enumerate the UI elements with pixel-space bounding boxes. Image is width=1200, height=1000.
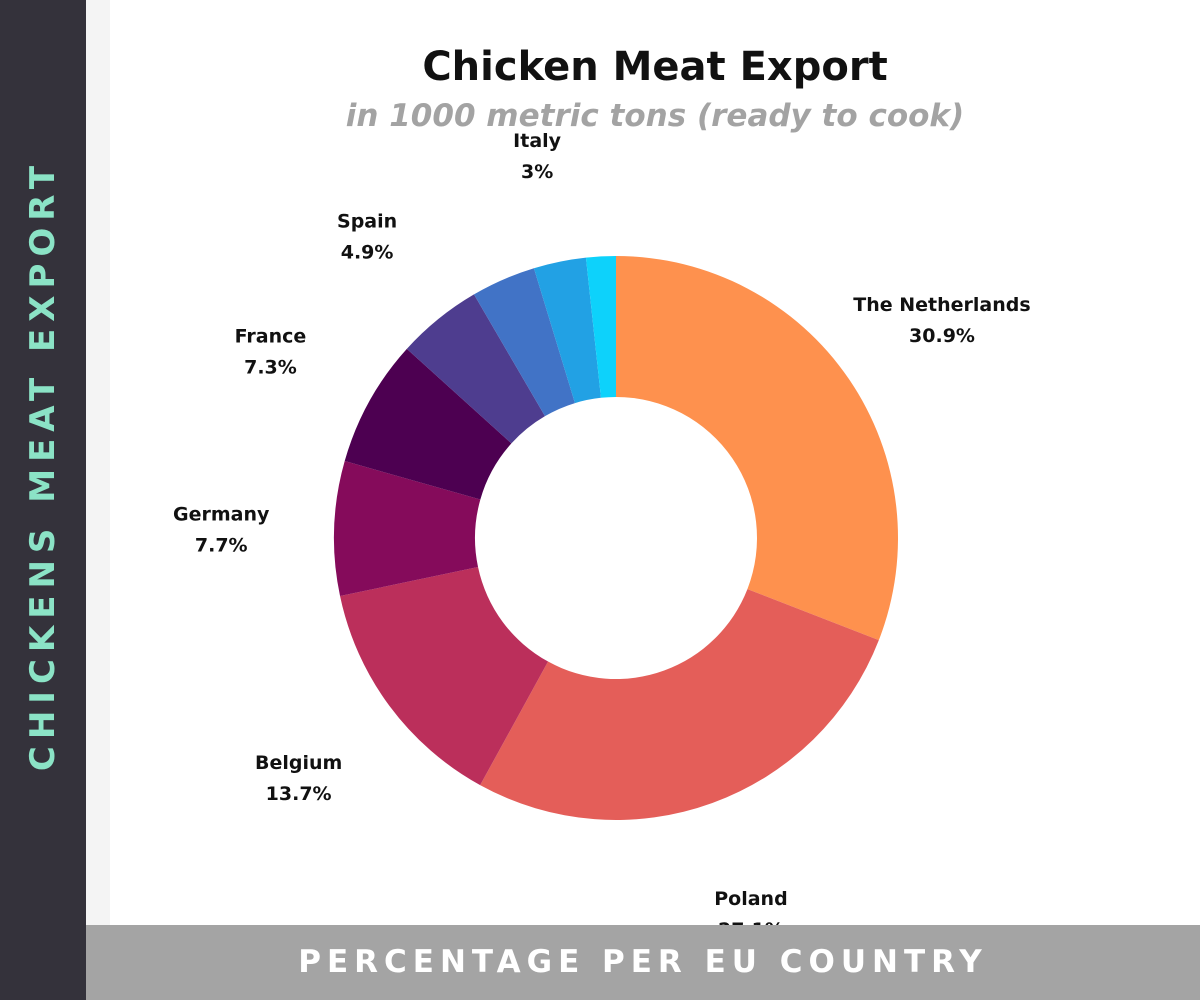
- sidebar: CHICKENS MEAT EXPORT: [0, 0, 86, 1000]
- slice-belgium: [340, 567, 549, 786]
- value-belgium: 13.7%: [266, 783, 332, 805]
- value-italy: 3%: [521, 161, 553, 183]
- slice-france: [344, 348, 512, 500]
- slice-spain: [406, 294, 545, 444]
- label-italy: Italy: [513, 130, 561, 152]
- label-belgium: Belgium: [255, 752, 342, 774]
- footer-label: PERCENTAGE PER EU COUNTRY: [298, 944, 988, 980]
- label-germany: Germany: [173, 503, 270, 525]
- value-spain: 4.9%: [341, 241, 394, 263]
- value-the-netherlands: 30.9%: [909, 325, 975, 347]
- sidebar-shadow: [86, 0, 110, 925]
- label-spain: Spain: [337, 210, 397, 232]
- slice-unlabeled-6: [473, 268, 575, 417]
- value-germany: 7.7%: [195, 534, 248, 556]
- chart-subtitle: in 1000 metric tons (ready to cook): [345, 98, 965, 134]
- slice-the-netherlands: [616, 256, 899, 641]
- footer-band: PERCENTAGE PER EU COUNTRY: [86, 925, 1200, 1000]
- label-poland: Poland: [714, 888, 787, 910]
- label-the-netherlands: The Netherlands: [853, 294, 1030, 316]
- value-france: 7.3%: [244, 357, 297, 379]
- chart-title: Chicken Meat Export: [422, 44, 888, 90]
- slice-unlabeled-8: [585, 256, 616, 398]
- slice-germany: [333, 461, 481, 597]
- slice-italy: [533, 257, 601, 404]
- label-france: France: [235, 326, 307, 348]
- slice-poland: [480, 589, 879, 821]
